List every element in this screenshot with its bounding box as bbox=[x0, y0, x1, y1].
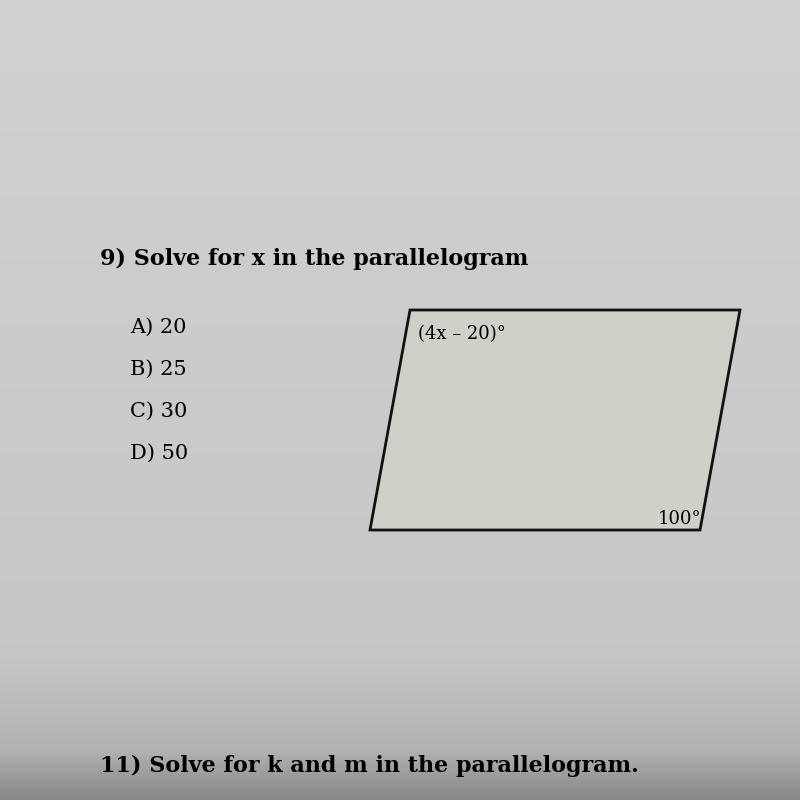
Text: 9) Solve for x in the parallelogram: 9) Solve for x in the parallelogram bbox=[100, 248, 528, 270]
Text: 100°: 100° bbox=[658, 510, 702, 528]
Polygon shape bbox=[370, 310, 740, 530]
Text: (4x – 20)°: (4x – 20)° bbox=[418, 325, 506, 343]
Text: D) 50: D) 50 bbox=[130, 444, 188, 463]
Text: B) 25: B) 25 bbox=[130, 360, 186, 379]
Text: 11) Solve for k and m in the parallelogram.: 11) Solve for k and m in the parallelogr… bbox=[100, 755, 638, 777]
Text: C) 30: C) 30 bbox=[130, 402, 187, 421]
Text: A) 20: A) 20 bbox=[130, 318, 186, 337]
